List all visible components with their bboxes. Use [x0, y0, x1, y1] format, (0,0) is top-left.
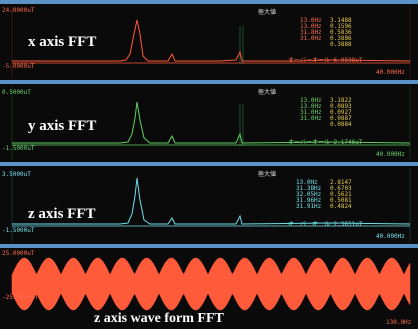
y-freq-0: 13.0Hz [300, 97, 322, 104]
x-val-1: 0.1596 [330, 23, 352, 30]
z-waveform-plot [11, 257, 411, 311]
z-freq-0: 13.0Hz [296, 179, 318, 186]
x-val-2: 0.5836 [330, 29, 352, 36]
panel-x-header-bar [0, 0, 418, 4]
y-val-0: 3.1822 [330, 97, 352, 104]
panel-z-waveform: 25.0000uT -25.0000uT 130.0Hz z axis wave… [0, 248, 418, 329]
y-val-2: 0.0927 [330, 109, 352, 116]
wave-top-scale-label: 25.0000uT [2, 250, 35, 257]
panel-wave-header-bar [0, 244, 418, 248]
y-freq-3: 31.0Hz [300, 115, 322, 122]
x-fft-spectrum-plot [11, 6, 411, 78]
x-freq-2: 31.8Hz [300, 29, 322, 36]
x-freq-1: 13.0Hz [300, 23, 322, 30]
wave-right-freq-label: 130.0Hz [386, 319, 412, 326]
wave-bottom-scale-label: -25.0000uT [2, 294, 39, 301]
y-peak-table-freq: 13.0Hz 13.0Hz 31.0Hz 31.0Hz [300, 98, 322, 122]
z-val-1: 0.6703 [330, 185, 352, 192]
y-freq-1: 13.0Hz [300, 103, 322, 110]
y-top-scale-label: 0.5000uT [2, 89, 31, 96]
panel-y-header-bar [0, 80, 418, 84]
y-right-freq-label: 40.000Hz [376, 151, 405, 158]
y-fft-spectrum-plot [11, 86, 411, 160]
z-peak-table-freq: 13.0Hz 31.38Hz 32.05Hz 31.96Hz 31.91Hz [296, 180, 321, 210]
panel-x-fft: 24.0000uT -5.0000uT x axis FFT 極大値 13.0H… [0, 4, 418, 80]
x-peak-table-values: 3.1488 0.1596 0.5836 0.3886 0.3888 [330, 18, 352, 48]
x-freq-3: 31.0Hz [300, 35, 322, 42]
y-val-3: 0.0887 [330, 115, 352, 122]
bottom-caption: z axis wave form FFT [94, 311, 224, 326]
x-top-scale-label: 24.0000uT [2, 7, 35, 14]
x-overall-footer: オーバーオール 6.0598uT [288, 57, 363, 64]
y-axis-caption: y axis FFT [28, 118, 97, 134]
y-bottom-scale-label: -1.5000uT [2, 145, 35, 152]
x-axis-caption: x axis FFT [28, 34, 97, 50]
x-val-0: 3.1488 [330, 17, 352, 24]
z-axis-caption: z axis FFT [28, 206, 96, 222]
y-val-1: 0.0893 [330, 103, 352, 110]
z-freq-1: 31.38Hz [296, 185, 322, 192]
x-peak-table-freq: 13.0Hz 13.0Hz 31.8Hz 31.0Hz [300, 18, 322, 42]
x-bottom-scale-label: -5.0000uT [2, 63, 35, 70]
z-overall-footer: オーバーオール 2.3651uT [288, 221, 363, 228]
z-val-4: 0.4824 [330, 203, 352, 210]
x-right-freq-label: 40.000Hz [376, 69, 405, 76]
panel-y-fft: 0.5000uT -1.5000uT y axis FFT 極大値 13.0Hz… [0, 84, 418, 162]
x-peak-label: 極大値 [258, 9, 277, 16]
z-fft-spectrum-plot [11, 168, 411, 242]
z-freq-2: 32.05Hz [296, 191, 322, 198]
z-val-2: 0.5621 [330, 191, 352, 198]
z-right-freq-label: 40.000Hz [376, 233, 405, 240]
y-peak-label: 極大値 [258, 89, 277, 96]
x-val-4: 0.3888 [330, 41, 352, 48]
y-peak-table-values: 3.1822 0.0893 0.0927 0.0887 0.0884 [330, 98, 352, 128]
z-freq-3: 31.96Hz [296, 197, 322, 204]
z-val-0: 2.8147 [330, 179, 352, 186]
z-top-scale-label: 3.5000uT [2, 171, 31, 178]
z-freq-4: 31.91Hz [296, 203, 322, 210]
y-val-4: 0.0884 [330, 121, 352, 128]
z-val-3: 0.5081 [330, 197, 352, 204]
x-freq-0: 13.0Hz [300, 17, 322, 24]
panel-z-fft: 3.5000uT -1.5000uT z axis FFT 極大値 13.0Hz… [0, 166, 418, 244]
z-bottom-scale-label: -1.5000uT [2, 227, 35, 234]
y-freq-2: 31.0Hz [300, 109, 322, 116]
z-peak-label: 極大値 [258, 171, 277, 178]
z-peak-table-values: 2.8147 0.6703 0.5621 0.5081 0.4824 [330, 180, 352, 210]
y-overall-footer: オーバーオール 2.1746uT [288, 139, 363, 146]
x-val-3: 0.3886 [330, 35, 352, 42]
panel-z-header-bar [0, 162, 418, 166]
